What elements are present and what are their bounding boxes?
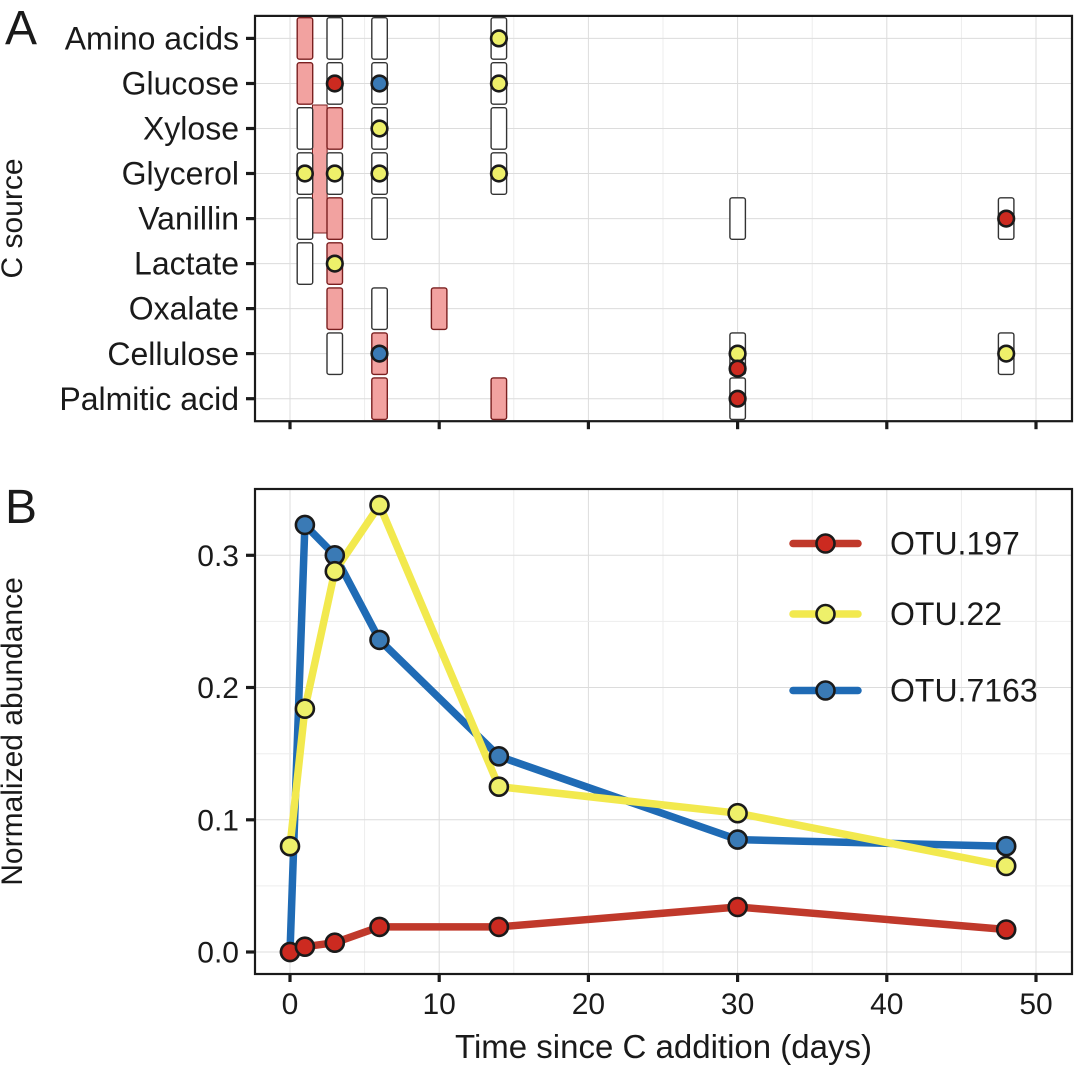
svg-text:40: 40: [870, 988, 903, 1021]
svg-text:30: 30: [721, 988, 754, 1021]
svg-text:OTU.7163: OTU.7163: [890, 673, 1038, 709]
svg-text:Amino acids: Amino acids: [65, 21, 239, 57]
svg-text:0: 0: [282, 988, 299, 1021]
svg-text:Time since C addition (days): Time since C addition (days): [455, 1028, 872, 1065]
svg-text:10: 10: [423, 988, 456, 1021]
svg-text:Lactate: Lactate: [134, 246, 239, 282]
svg-text:0.1: 0.1: [197, 804, 239, 837]
svg-text:20: 20: [572, 988, 605, 1021]
svg-text:0.3: 0.3: [197, 540, 239, 573]
svg-text:Normalized abundance: Normalized abundance: [0, 577, 29, 886]
svg-text:Glycerol: Glycerol: [122, 156, 239, 192]
svg-text:0.0: 0.0: [197, 937, 239, 970]
svg-text:OTU.197: OTU.197: [890, 526, 1020, 562]
svg-text:Oxalate: Oxalate: [129, 291, 239, 327]
svg-text:50: 50: [1019, 988, 1052, 1021]
svg-text:Xylose: Xylose: [143, 111, 239, 147]
svg-text:Cellulose: Cellulose: [107, 336, 239, 372]
svg-text:C source: C source: [0, 158, 29, 278]
svg-text:A: A: [5, 2, 37, 55]
svg-text:OTU.22: OTU.22: [890, 596, 1002, 632]
svg-text:B: B: [5, 481, 37, 534]
svg-text:Vanillin: Vanillin: [138, 201, 239, 237]
svg-text:0.2: 0.2: [197, 672, 239, 705]
svg-text:Palmitic acid: Palmitic acid: [59, 381, 239, 417]
svg-text:Glucose: Glucose: [122, 66, 239, 102]
